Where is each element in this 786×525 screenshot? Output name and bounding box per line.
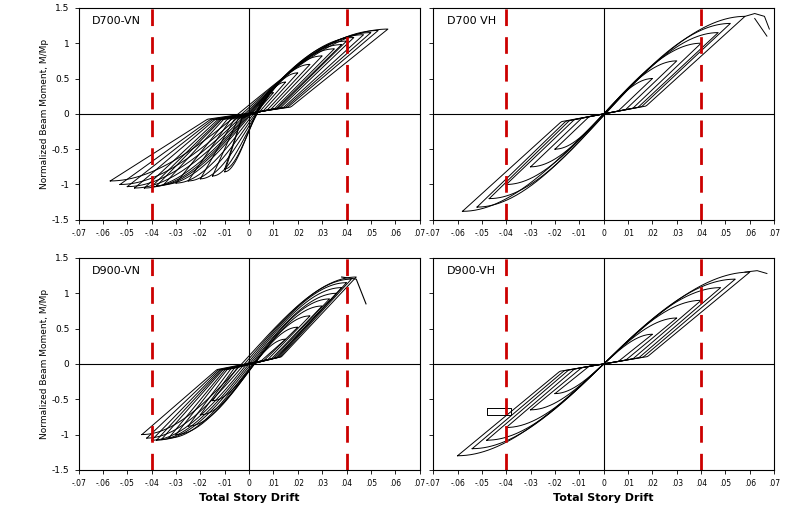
Y-axis label: Normalized Beam Moment, M/Mp: Normalized Beam Moment, M/Mp: [40, 39, 50, 189]
X-axis label: Total Story Drift: Total Story Drift: [553, 494, 654, 503]
Text: D700-VN: D700-VN: [92, 16, 141, 26]
Text: D900-VN: D900-VN: [92, 266, 141, 277]
Text: D700 VH: D700 VH: [447, 16, 496, 26]
Text: D900-VH: D900-VH: [447, 266, 496, 277]
Y-axis label: Normalized Beam Moment, M/Mp: Normalized Beam Moment, M/Mp: [40, 289, 50, 439]
X-axis label: Total Story Drift: Total Story Drift: [199, 494, 299, 503]
